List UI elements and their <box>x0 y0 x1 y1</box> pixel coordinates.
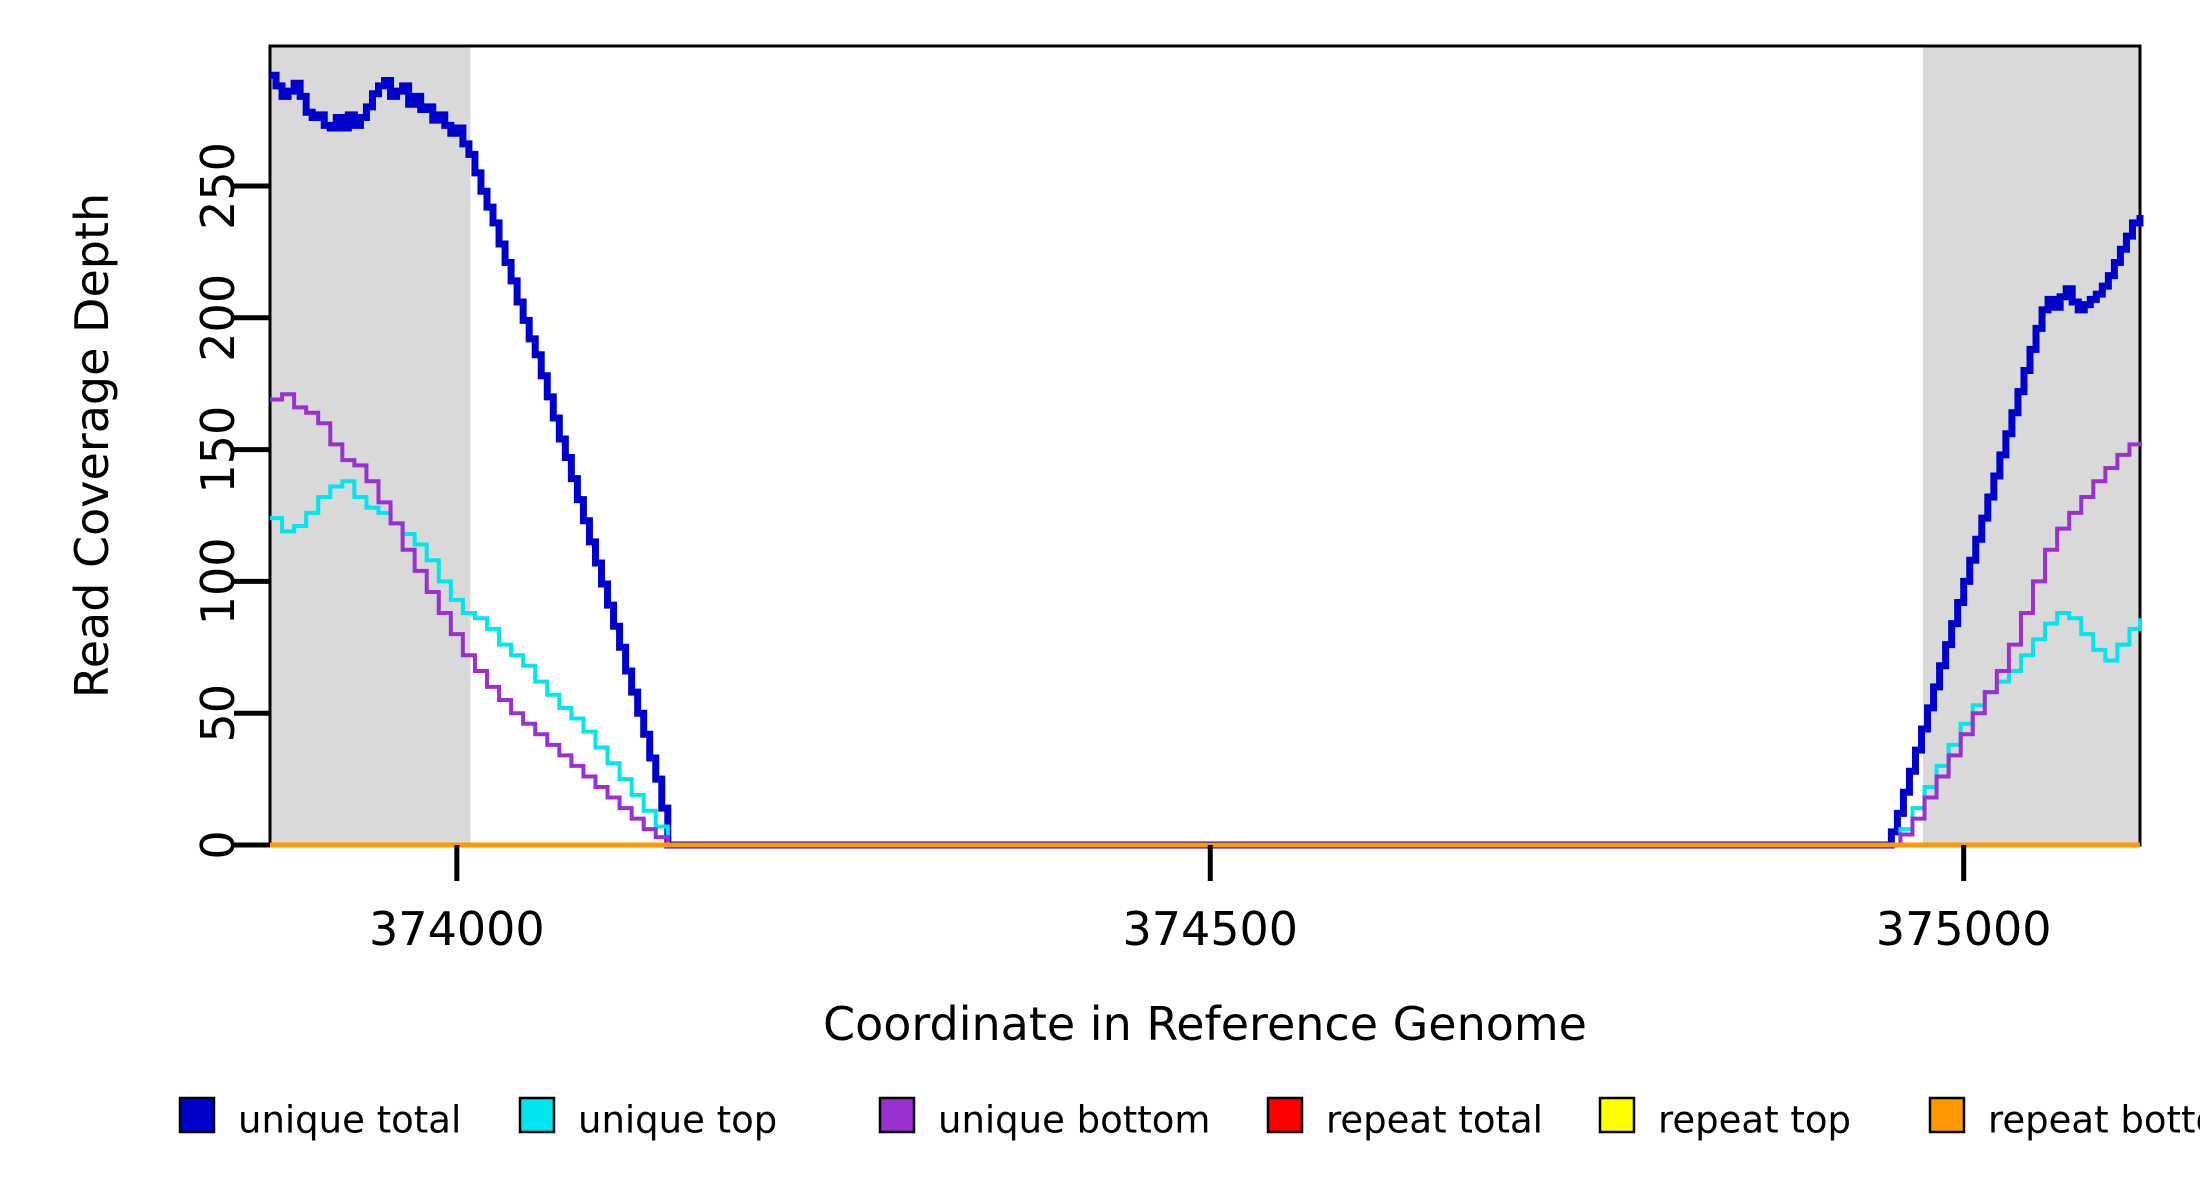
y-tick-label-50: 50 <box>191 684 245 743</box>
y-axis: 0 50 100 150 200 250 <box>191 142 270 860</box>
x-tick-label-374500: 374500 <box>1122 902 1298 956</box>
y-axis-title: Read Coverage Depth <box>65 193 119 698</box>
x-tick-label-374000: 374000 <box>369 902 545 956</box>
legend-swatch-unique-total <box>178 1096 216 1134</box>
legend-label-repeat-bottom: repeat bottom <box>1988 1099 2200 1142</box>
shaded-region-1 <box>1923 46 2140 845</box>
x-axis: 374000 374500 375000 <box>369 845 2052 956</box>
plot-box <box>268 44 2142 847</box>
series-line-unique-top <box>270 479 2142 847</box>
legend-swatch-repeat-bottom <box>1928 1096 1966 1134</box>
y-tick-label-200: 200 <box>191 274 245 362</box>
legend-label-repeat-top: repeat top <box>1658 1099 1851 1142</box>
legend-label-unique-top: unique top <box>578 1099 777 1142</box>
series-line-unique-total <box>270 71 2144 849</box>
y-tick-label-250: 250 <box>191 142 245 230</box>
y-tick-label-0: 0 <box>191 830 245 859</box>
series-line-unique-bottom <box>270 392 2142 847</box>
legend-swatch-repeat-top <box>1598 1096 1636 1134</box>
shaded-region-0 <box>270 46 471 845</box>
series-lines <box>270 71 2144 849</box>
legend-swatch-unique-top <box>518 1096 556 1134</box>
plot-border <box>268 44 2142 847</box>
y-tick-label-150: 150 <box>191 406 245 494</box>
legend-label-unique-total: unique total <box>238 1099 461 1142</box>
legend-label-unique-bottom: unique bottom <box>938 1099 1210 1142</box>
legend-label-repeat-total: repeat total <box>1326 1099 1543 1142</box>
y-tick-label-100: 100 <box>191 537 245 625</box>
shaded-regions <box>270 46 2140 845</box>
x-tick-label-375000: 375000 <box>1876 902 2052 956</box>
x-axis-title: Coordinate in Reference Genome <box>823 997 1587 1051</box>
legend-swatch-repeat-total <box>1266 1096 1304 1134</box>
legend-swatch-unique-bottom <box>878 1096 916 1134</box>
axis-titles: Read Coverage Depth Coordinate in Referen… <box>65 193 1587 1051</box>
legend: unique total unique top unique bottom repea… <box>178 1096 2200 1142</box>
